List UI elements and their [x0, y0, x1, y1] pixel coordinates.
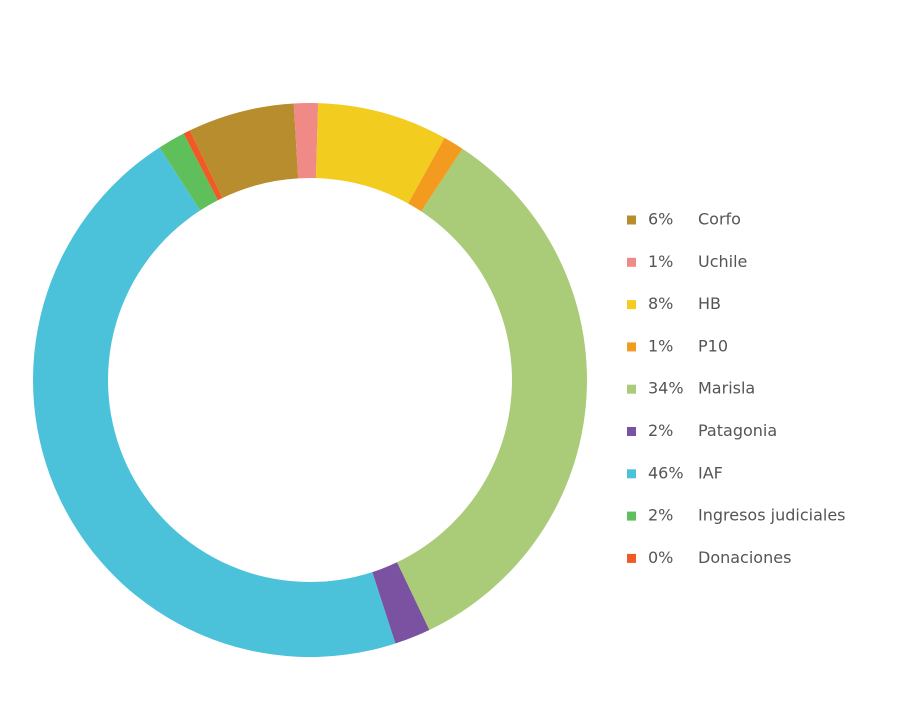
legend-label: Marisla: [698, 379, 755, 398]
legend-label: HB: [698, 294, 721, 313]
legend-value: 6%: [648, 210, 673, 229]
legend-value: 2%: [648, 506, 673, 525]
donut-slice: [189, 103, 299, 198]
legend-value: 2%: [648, 421, 673, 440]
legend-label: IAF: [698, 463, 723, 482]
legend-swatch: [627, 469, 636, 479]
legend-swatch: [627, 553, 636, 563]
donut-slice: [315, 103, 445, 204]
legend-label: P10: [698, 336, 728, 355]
legend-value: 34%: [648, 379, 684, 398]
legend-value: 1%: [648, 336, 673, 355]
donut-slice: [397, 148, 587, 630]
legend-label: Donaciones: [698, 548, 791, 567]
legend-swatch: [627, 300, 636, 310]
legend-label: Patagonia: [698, 421, 777, 440]
donut-slice: [408, 137, 463, 212]
legend-swatch: [627, 342, 636, 352]
legend-swatch: [627, 257, 636, 267]
legend-value: 8%: [648, 294, 673, 313]
legend-value: 46%: [648, 463, 684, 482]
legend-swatch: [627, 427, 636, 436]
donut-slice: [293, 103, 319, 179]
legend-label: Corfo: [698, 210, 741, 229]
legend-label: Uchile: [698, 252, 747, 271]
legend-swatch: [627, 384, 636, 394]
legend-value: 0%: [648, 548, 673, 567]
legend-swatch: [627, 215, 636, 225]
legend-label: Ingresos judiciales: [698, 506, 846, 525]
donut-slice: [159, 133, 218, 211]
donut-slice: [372, 562, 430, 644]
legend-swatch: [627, 511, 636, 521]
donut-slice: [32, 147, 396, 658]
donut-slice: [183, 130, 223, 201]
legend-value: 1%: [648, 252, 673, 271]
